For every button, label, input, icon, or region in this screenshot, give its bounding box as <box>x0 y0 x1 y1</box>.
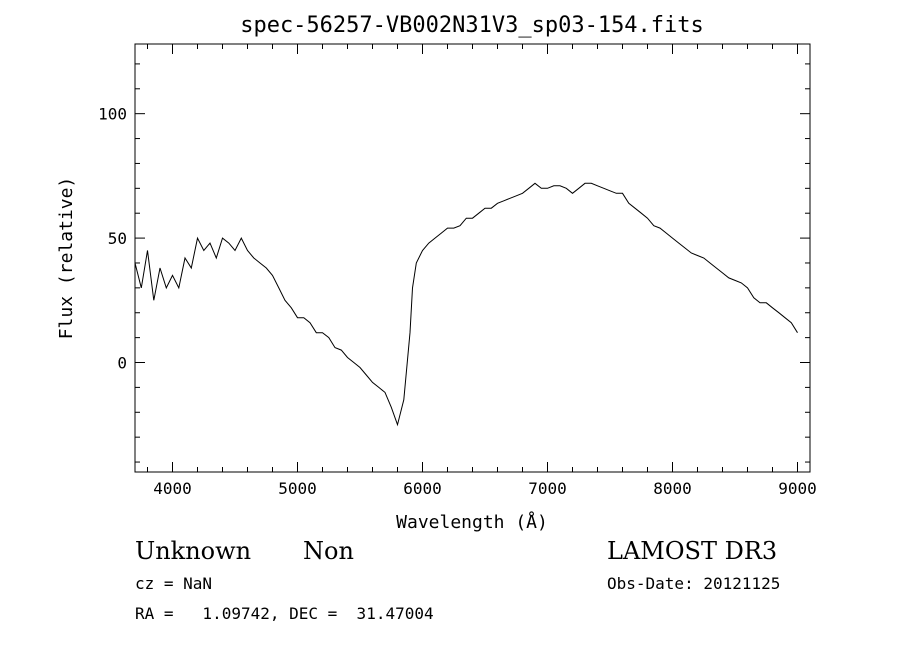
y-tick-label: 50 <box>108 229 127 248</box>
plot-frame <box>134 43 811 473</box>
axis-ticks <box>135 44 810 472</box>
x-axis-label: Wavelength (Å) <box>396 511 548 533</box>
object-subclass: Non <box>303 537 354 565</box>
x-tick-label: 4000 <box>153 479 192 498</box>
x-tick-label: 5000 <box>278 479 317 498</box>
survey-name: LAMOST DR3 <box>607 537 777 565</box>
redshift-cz: cz = NaN <box>135 574 212 593</box>
x-tick-label: 8000 <box>653 479 692 498</box>
chart-title: spec-56257-VB002N31V3_sp03-154.fits <box>240 13 704 38</box>
x-tick-label: 7000 <box>528 479 567 498</box>
x-tick-label: 6000 <box>403 479 442 498</box>
obs-date: Obs-Date: 20121125 <box>607 574 780 593</box>
object-class: Unknown <box>135 537 251 565</box>
axis-tick-labels: 4000 5000 6000 7000 8000 9000 0 50 100 <box>98 105 817 498</box>
y-axis-label: Flux (relative) <box>56 177 77 340</box>
ra-dec-coordinates: RA = 1.09742, DEC = 31.47004 <box>135 604 434 623</box>
x-tick-label: 9000 <box>778 479 817 498</box>
y-tick-label: 0 <box>117 354 127 373</box>
y-tick-label: 100 <box>98 105 127 124</box>
spectrum-line <box>134 182 798 427</box>
